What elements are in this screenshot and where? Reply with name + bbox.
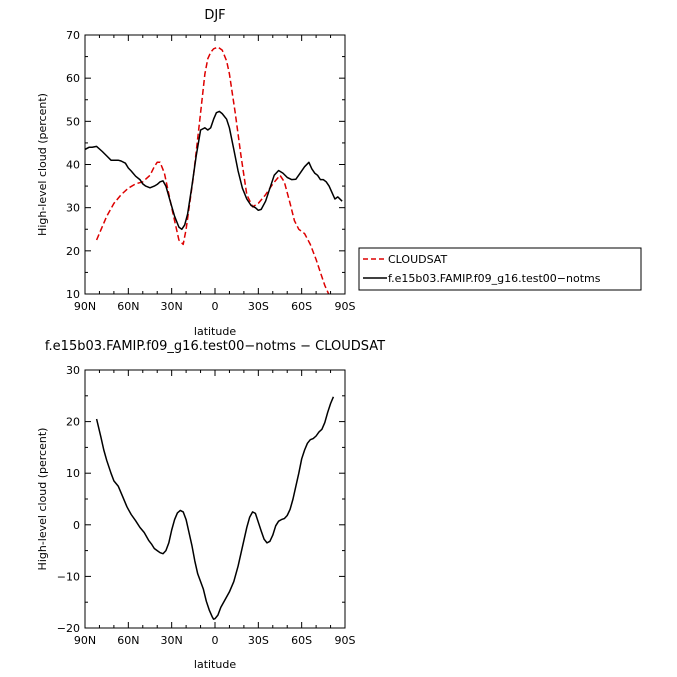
chart2-x-tick-label: 30S (248, 634, 269, 647)
chart1-y-tick-label: 50 (66, 115, 80, 128)
chart2-y-tick-label: 10 (66, 467, 80, 480)
chart2-title: f.e15b03.FAMIP.f09_g16.test00−notms − CL… (45, 339, 385, 354)
chart1-y-tick-label: 70 (66, 29, 80, 42)
chart1-legend-box (358, 247, 642, 291)
chart1-x-tick-label: 90S (335, 300, 356, 313)
chart1-x-axis-label: latitude (194, 325, 236, 338)
chart1-y-tick-label: 30 (66, 202, 80, 215)
chart1-y-tick-label: 60 (66, 72, 80, 85)
chart2-series-line-1 (95, 396, 335, 620)
chart2-x-tick-label: 90S (335, 634, 356, 647)
chart2-y-tick-label: 0 (73, 519, 80, 532)
chart1-series-line-1 (95, 46, 330, 294)
chart2-y-tick-label: −20 (57, 622, 80, 635)
chart1-y-tick-label: 10 (66, 288, 80, 301)
chart1-series-line-2 (85, 110, 343, 231)
chart1-x-tick-label: 90N (74, 300, 96, 313)
chart1-y-axis-label: High-level cloud (percent) (36, 93, 49, 236)
chart2-y-axis-label: High-level cloud (percent) (36, 428, 49, 571)
chart2-x-tick-label: 30N (161, 634, 183, 647)
chart2-x-axis-label: latitude (194, 658, 236, 671)
chart1-title: DJF (204, 8, 225, 23)
chart1-legend-label-1: CLOUDSAT (388, 253, 447, 266)
chart1-x-tick-label: 60N (117, 300, 139, 313)
chart1-y-tick-label: 40 (66, 159, 80, 172)
chart2-y-tick-label: −10 (57, 570, 80, 583)
chart2-x-tick-label: 90N (74, 634, 96, 647)
chart1-legend-label-2: f.e15b03.FAMIP.f09_g16.test00−notms (388, 272, 601, 285)
chart1-y-tick-label: 20 (66, 245, 80, 258)
chart2-y-tick-label: 20 (66, 416, 80, 429)
chart2-x-tick-label: 60N (117, 634, 139, 647)
chart1-x-tick-label: 30S (248, 300, 269, 313)
chart1-x-tick-label: 30N (161, 300, 183, 313)
chart2-x-tick-label: 0 (212, 634, 219, 647)
chart2-x-tick-label: 60S (291, 634, 312, 647)
chart1-x-tick-label: 60S (291, 300, 312, 313)
chart2-y-tick-label: 30 (66, 364, 80, 377)
chart1-x-tick-label: 0 (212, 300, 219, 313)
